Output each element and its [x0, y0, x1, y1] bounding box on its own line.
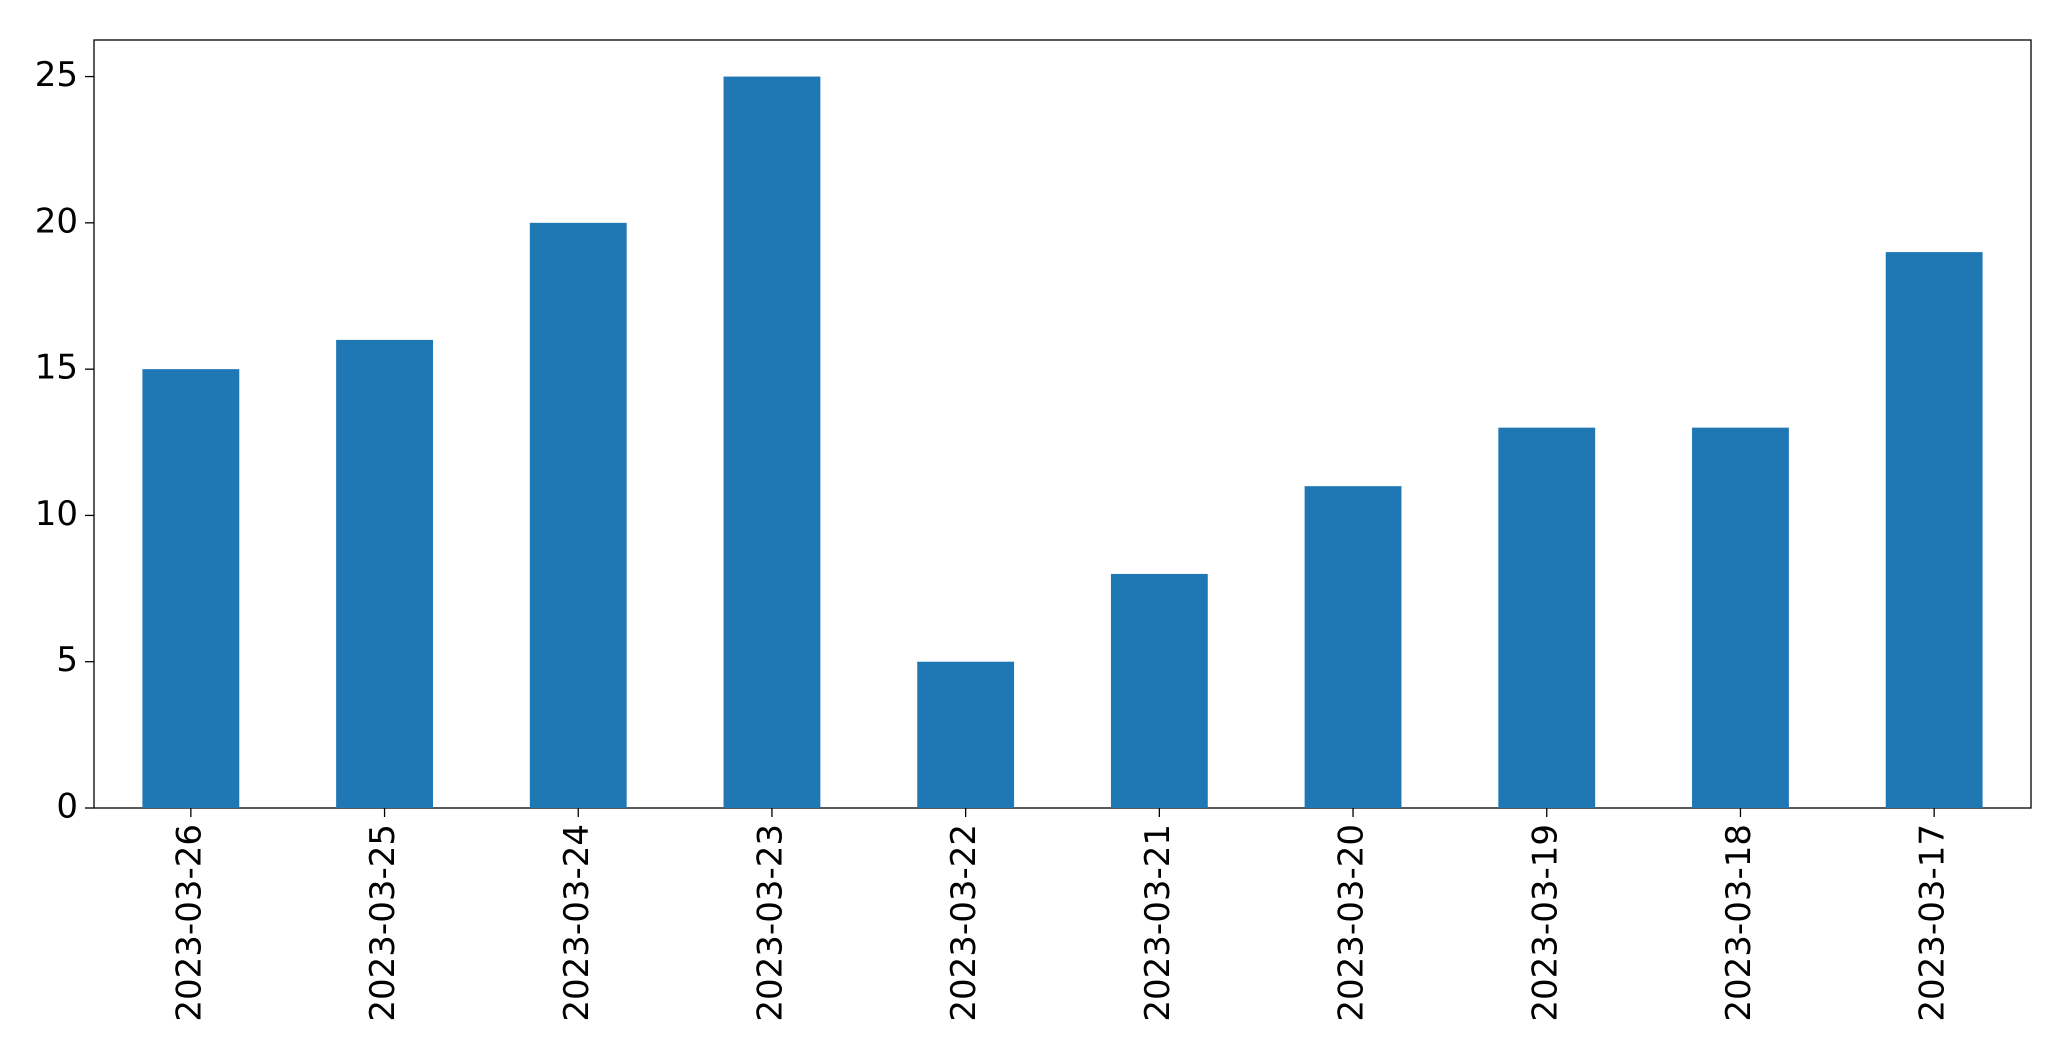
- x-tick-label: 2023-03-18: [1719, 824, 1759, 1022]
- bar: [1304, 486, 1402, 808]
- y-tick-label: 25: [35, 55, 78, 95]
- y-tick-label: 15: [35, 348, 78, 388]
- x-tick-label: 2023-03-19: [1525, 824, 1565, 1022]
- y-tick-label: 5: [56, 640, 78, 680]
- x-tick-label: 2023-03-25: [363, 824, 403, 1022]
- bar: [1692, 427, 1789, 808]
- x-tick-label: 2023-03-24: [557, 824, 597, 1022]
- x-tick-label: 2023-03-21: [1138, 824, 1178, 1022]
- y-tick-label: 0: [56, 787, 78, 827]
- bar: [336, 339, 433, 808]
- x-tick-label: 2023-03-20: [1332, 824, 1372, 1022]
- bar: [723, 76, 821, 809]
- bar: [917, 661, 1015, 808]
- y-tick-label: 20: [35, 201, 78, 241]
- x-tick-label: 2023-03-23: [750, 824, 790, 1022]
- bar: [142, 369, 240, 808]
- plot-frame: [93, 39, 2032, 809]
- bar: [1110, 573, 1208, 808]
- bar: [529, 222, 627, 808]
- x-tick-label: 2023-03-17: [1913, 824, 1953, 1022]
- y-tick-label: 10: [35, 494, 78, 534]
- x-tick-label: 2023-03-22: [944, 824, 984, 1022]
- x-tick-label: 2023-03-26: [169, 824, 209, 1022]
- bar: [1885, 252, 1983, 809]
- bar: [1498, 427, 1596, 808]
